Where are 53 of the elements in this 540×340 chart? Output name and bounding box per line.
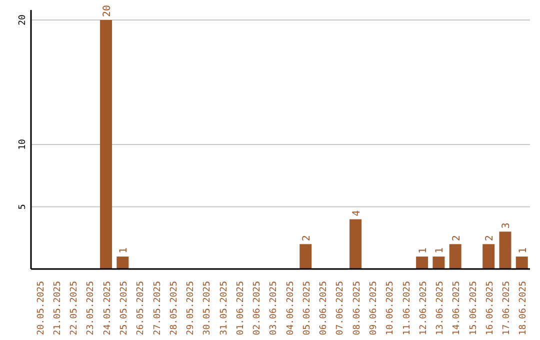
bar bbox=[416, 256, 428, 269]
data-label: 20 bbox=[102, 4, 114, 17]
x-tick-label: 29.05.2025 bbox=[186, 281, 196, 336]
x-tick-label: 09.06.2025 bbox=[368, 281, 379, 336]
x-tick-label: 20.05.2025 bbox=[36, 281, 46, 336]
x-tick-label: 18.06.2025 bbox=[518, 281, 529, 336]
x-tick-label: 28.05.2025 bbox=[169, 281, 180, 336]
data-label: 3 bbox=[501, 222, 512, 229]
data-label: 1 bbox=[118, 248, 130, 254]
x-tick-label: 17.06.2025 bbox=[502, 281, 512, 336]
x-tick-label: 02.06.2025 bbox=[252, 281, 263, 336]
data-label: 4 bbox=[352, 210, 363, 216]
bar bbox=[516, 256, 528, 269]
bar bbox=[432, 256, 445, 269]
x-tick-label: 04.06.2025 bbox=[286, 281, 296, 336]
bar bbox=[499, 232, 512, 269]
data-label: 1 bbox=[418, 248, 430, 254]
y-tick-label: 5 bbox=[18, 204, 28, 210]
x-tick-label: 01.06.2025 bbox=[236, 281, 246, 336]
bar bbox=[300, 244, 312, 269]
x-tick-label: 10.06.2025 bbox=[386, 281, 396, 336]
bar bbox=[482, 244, 495, 269]
x-tick-label: 11.06.2025 bbox=[402, 281, 412, 336]
y-tick-label: 20 bbox=[18, 14, 28, 26]
bar bbox=[100, 20, 112, 269]
x-tick-label: 24.05.2025 bbox=[102, 281, 113, 336]
bar bbox=[449, 244, 462, 269]
x-tick-label: 06.06.2025 bbox=[319, 281, 330, 336]
data-label: 1 bbox=[434, 248, 446, 254]
y-tick-label: 10 bbox=[18, 139, 28, 150]
data-label: 2 bbox=[484, 235, 496, 242]
x-tick-label: 21.05.2025 bbox=[52, 281, 63, 336]
x-tick-label: 13.06.2025 bbox=[436, 281, 446, 336]
data-label: 2 bbox=[451, 235, 462, 242]
x-tick-label: 16.06.2025 bbox=[485, 281, 496, 336]
x-tick-label: 26.05.2025 bbox=[136, 281, 146, 336]
x-tick-label: 03.06.2025 bbox=[269, 281, 280, 336]
x-tick-label: 31.05.2025 bbox=[219, 281, 230, 336]
data-label: 2 bbox=[302, 235, 313, 242]
x-tick-label: 12.06.2025 bbox=[418, 281, 429, 336]
x-tick-label: 05.06.2025 bbox=[302, 281, 312, 336]
x-tick-label: 08.06.2025 bbox=[352, 281, 362, 336]
bar bbox=[116, 256, 129, 269]
x-tick-label: 14.06.2025 bbox=[452, 281, 462, 336]
data-label: 1 bbox=[518, 248, 529, 254]
x-tick-label: 15.06.2025 bbox=[468, 281, 479, 336]
x-tick-label: 22.05.2025 bbox=[70, 281, 80, 336]
x-tick-label: 30.05.2025 bbox=[202, 281, 213, 336]
x-tick-label: 27.05.2025 bbox=[152, 281, 163, 336]
x-tick-label: 25.05.2025 bbox=[119, 281, 130, 336]
x-tick-label: 07.06.2025 bbox=[336, 281, 346, 336]
x-tick-label: 23.05.2025 bbox=[86, 281, 96, 336]
bar bbox=[350, 219, 362, 269]
